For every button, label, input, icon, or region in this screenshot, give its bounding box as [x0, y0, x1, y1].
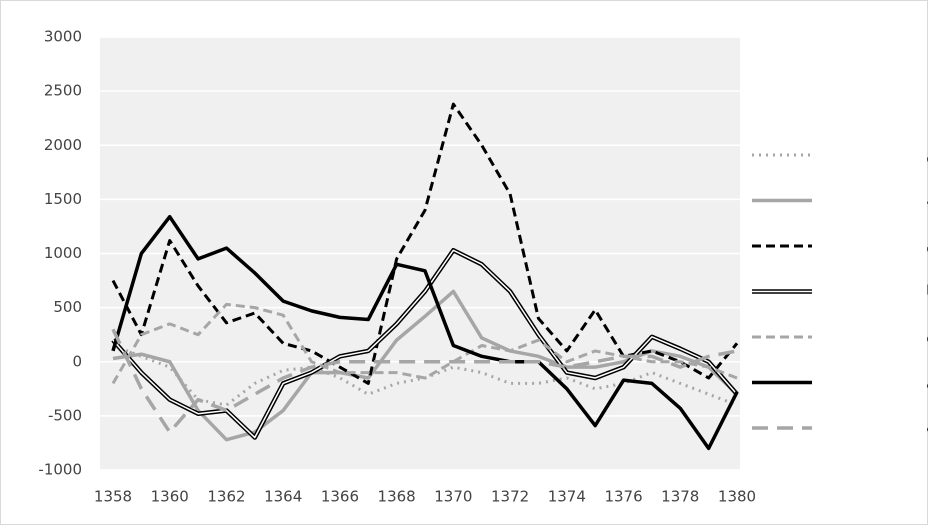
- legend-label: کره جنوبی: [926, 373, 928, 391]
- x-tick-label: 1378: [661, 488, 699, 506]
- y-tick-label: -1000: [38, 461, 82, 479]
- y-tick-label: 1000: [44, 244, 82, 262]
- legend-label: امارات: [926, 419, 928, 437]
- x-tick-label: 1376: [604, 488, 642, 506]
- x-tick-label: 1358: [94, 488, 132, 506]
- y-tick-label: 2000: [44, 136, 82, 154]
- x-tick-label: 1364: [264, 488, 302, 506]
- series-line: [111, 214, 739, 451]
- legend-label: آلمان: [926, 237, 928, 255]
- y-tick-label: 0: [72, 352, 82, 370]
- y-tick-label: 2500: [44, 82, 82, 100]
- y-tick-label: 3000: [44, 28, 82, 46]
- legend-label: ترکیه: [926, 191, 928, 209]
- y-tick-label: 500: [53, 298, 82, 316]
- series-line: [111, 328, 738, 434]
- legend-label: ایتالیا: [926, 282, 928, 300]
- x-tick-label: 1368: [378, 488, 416, 506]
- series-line: [111, 302, 738, 385]
- legend-label: ایالات متحده: [926, 328, 928, 346]
- x-tick-label: 1360: [151, 488, 189, 506]
- x-tick-label: 1374: [548, 488, 586, 506]
- x-tick-label: 1366: [321, 488, 359, 506]
- y-tick-label: -500: [48, 406, 82, 424]
- x-tick-label: 1370: [434, 488, 472, 506]
- x-tick-label: 1380: [718, 488, 756, 506]
- x-tick-label: 1372: [491, 488, 529, 506]
- legend-label: چین: [926, 146, 928, 164]
- y-tick-label: 1500: [44, 190, 82, 208]
- x-tick-label: 1362: [207, 488, 245, 506]
